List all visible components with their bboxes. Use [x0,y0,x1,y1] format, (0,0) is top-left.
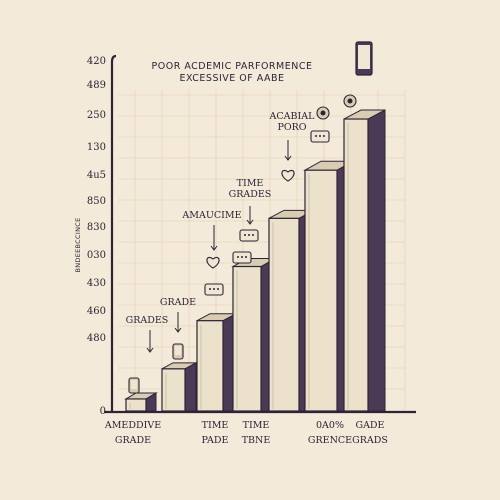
x-tick-label: GADE GRADS [352,420,388,446]
bar-front [304,169,338,412]
annotation-line1: ACABIAL [269,111,316,122]
arrow-head [210,245,218,251]
annotation-line1: TIME [237,178,264,189]
x-tick-label: AMEDDIVE GRADE [104,420,161,446]
annotation-line2: PORO [277,122,306,133]
heart-chat-icon [310,130,330,143]
smartphone-icon [239,229,259,242]
x-tick-label-line2: TBNE [242,435,271,446]
annotation-line1: AMAUCIME [181,210,241,221]
y-axis-line [110,54,117,412]
x-tick-label-line2: PADE [202,435,229,446]
chart-subtitle: EXCESSIVE OF AABE [179,73,284,84]
chat-bubble-icon [281,169,295,182]
arrow-head [146,347,154,353]
y-tick-label: 850 [87,196,106,207]
arrow-head [174,327,182,333]
annotation: GRADE [160,297,196,333]
x-tick-label-line1: TIME [202,420,229,431]
bar [161,362,197,412]
x-tick-label-line1: TIME [243,420,270,431]
bar-front [161,368,186,412]
heart-chat-icon [204,283,224,296]
x-tick-label-line1: 0A0% [316,420,344,431]
icons [128,41,373,394]
bar [343,109,386,412]
y-tick-label: 830 [87,222,106,233]
x-tick-label-line1: AMEDDIVE [104,420,161,431]
x-tick-label: TIME TBNE [242,420,271,446]
bar-side [184,362,197,412]
bars [124,109,386,412]
bar [196,312,237,412]
y-tick-label: 420 [87,56,106,67]
chart-title: POOR ACDEMIC PARFORMENCE [152,61,313,72]
bar [124,392,158,412]
x-tick-label: TIME PADE [202,420,229,446]
x-tick-labels: AMEDDIVE GRADE TIME PADE TIME TBNE 0A0% GRENCEG… [104,420,388,446]
arrow-head [284,155,292,161]
smartphone-icon [343,94,357,108]
y-tick-label: 489 [87,80,106,91]
y-tick-label: 030 [87,250,106,261]
y-tick-label: 480 [87,333,106,344]
y-tick-label: 130 [87,142,106,153]
y-tick-label: 460 [87,306,106,317]
y-tick-labels: 420 489 250 130 4u5 850 830 030 430 460 480 0 [87,56,106,417]
x-tick-label-line2: GRENCE [308,435,352,446]
x-tick-label-line2: GRADE [115,435,151,446]
y-tick-label: 4u5 [87,170,106,181]
phone-icon [128,377,140,394]
chat-bubble-icon [172,343,184,360]
y-tick-label: 430 [87,278,106,289]
phone-icon [232,251,252,264]
phone-icon [355,41,373,76]
annotation: GRADES [126,315,169,353]
envelope-icon [316,106,330,120]
bar-side [367,109,386,412]
bar-front [232,265,262,412]
arrow-head [246,219,254,225]
bar-front [268,217,300,412]
x-tick-label-line1: GADE [355,420,384,431]
annotation: AMAUCIME [181,210,242,251]
y-axis-label: BNDEEBCCINCE [74,218,82,273]
x-tick-label-line2: GRADS [352,435,388,446]
y-tick-label: 0 [100,406,106,417]
envelope-icon [206,256,220,269]
annotation-line1: GRADE [160,297,196,308]
x-tick-label: 0A0% GRENCE [308,420,352,446]
y-tick-label: 250 [87,110,106,121]
annotation-line1: GRADES [126,315,169,326]
bar-front [125,398,147,412]
annotation-line2: GRADES [229,189,272,200]
